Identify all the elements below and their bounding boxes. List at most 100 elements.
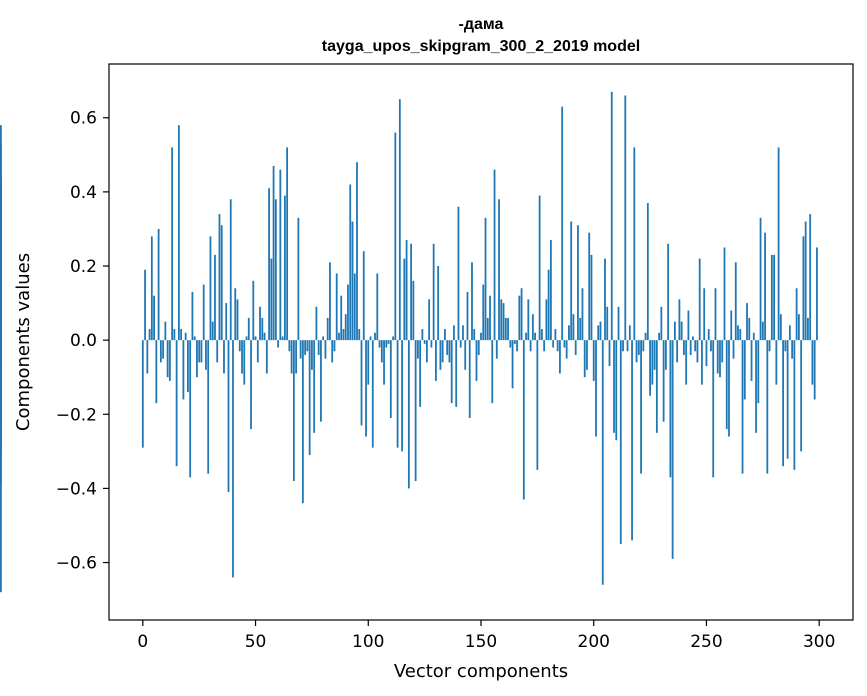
bar [214, 254, 216, 341]
bar [752, 332, 755, 341]
x-tick-label: 150 [465, 632, 497, 652]
bar [507, 317, 509, 341]
bar [365, 340, 367, 437]
bar [716, 340, 719, 374]
bar [182, 340, 185, 400]
bar [351, 221, 354, 341]
bar [295, 340, 298, 374]
x-tick-label: 250 [690, 632, 722, 652]
bar [511, 340, 514, 389]
bar [502, 303, 505, 341]
bar [626, 340, 629, 352]
bar [761, 321, 764, 341]
bar [540, 329, 543, 341]
bar [259, 306, 261, 341]
bar [148, 329, 151, 341]
bar [565, 340, 568, 359]
bar [187, 340, 189, 393]
bar [270, 258, 273, 341]
x-tick-label: 0 [137, 632, 148, 652]
bar [689, 340, 692, 355]
bar [383, 340, 385, 385]
bar [583, 340, 586, 378]
bar [173, 329, 176, 341]
bar [419, 340, 422, 407]
bar [755, 340, 757, 433]
bar [396, 340, 399, 448]
bar [435, 340, 437, 381]
bar [286, 147, 289, 341]
bar [581, 288, 584, 341]
bar [549, 240, 552, 341]
bar [301, 340, 304, 504]
bar [739, 329, 742, 341]
bar [538, 195, 541, 341]
bar [256, 340, 259, 363]
bar [770, 254, 773, 341]
bar [475, 340, 478, 381]
bar [703, 288, 706, 341]
bar [234, 288, 237, 341]
bar [520, 288, 523, 341]
bar [171, 147, 174, 341]
bar [464, 340, 467, 370]
bar [401, 340, 403, 452]
bar [649, 340, 651, 396]
bar [320, 340, 322, 422]
bar [543, 340, 546, 352]
bar [202, 284, 205, 341]
bar [362, 251, 365, 341]
y-tick-label: 0.4 [70, 183, 97, 203]
bar [184, 332, 187, 341]
bar [516, 340, 518, 352]
bar [268, 188, 270, 341]
bar [757, 340, 760, 404]
bar [162, 340, 165, 359]
bar [335, 273, 338, 341]
bar [669, 340, 672, 478]
y-tick-label: −0.6 [56, 554, 97, 574]
bar [414, 340, 417, 481]
bar [223, 340, 225, 374]
bar [196, 340, 198, 378]
bar [385, 340, 388, 348]
bar [205, 340, 207, 370]
x-axis-label: Vector components [394, 661, 568, 682]
bar [813, 340, 816, 400]
bar [504, 317, 507, 341]
bar [734, 262, 737, 341]
bar [245, 336, 248, 341]
bar [252, 280, 255, 341]
bar [579, 317, 582, 341]
bar [586, 340, 588, 370]
bar [407, 340, 410, 489]
bar [0, 180, 2, 341]
bar [398, 99, 401, 341]
bar [750, 340, 753, 381]
bar [313, 340, 316, 433]
bar [728, 340, 730, 437]
bar [446, 340, 449, 355]
bar [721, 340, 724, 363]
bar [518, 295, 521, 341]
bar [613, 340, 615, 433]
bar [281, 336, 284, 341]
bar [807, 317, 809, 341]
bar [599, 321, 602, 341]
bar [660, 306, 663, 341]
bar [791, 340, 794, 359]
bar [225, 303, 228, 341]
bar [644, 332, 647, 341]
bar [317, 340, 320, 355]
bar [326, 317, 329, 341]
bar [430, 340, 433, 348]
bar [534, 332, 537, 341]
bar [777, 147, 780, 341]
bar [308, 340, 311, 456]
bar [610, 91, 613, 341]
bar [367, 340, 370, 385]
bar [473, 329, 476, 341]
bar [500, 299, 503, 341]
bar [428, 299, 431, 341]
